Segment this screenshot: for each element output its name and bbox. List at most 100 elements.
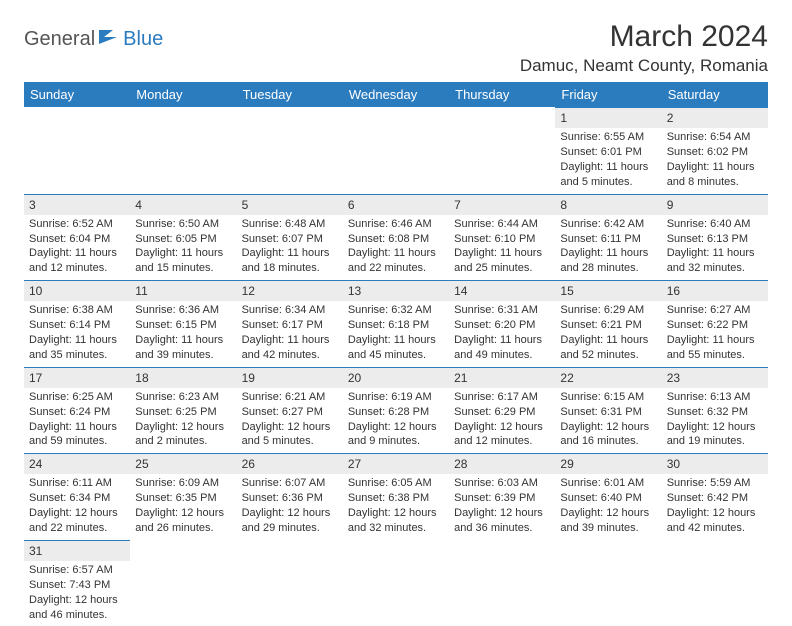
day-info-line: and 12 minutes. [29, 261, 125, 276]
day-info-line: and 8 minutes. [667, 175, 763, 190]
day-info-line: and 26 minutes. [135, 521, 231, 536]
day-info-line: Daylight: 11 hours [348, 333, 444, 348]
day-info-line: Daylight: 11 hours [667, 160, 763, 175]
day-info-line: Sunset: 6:21 PM [560, 318, 656, 333]
calendar-day-cell: 31Sunrise: 6:57 AMSunset: 7:43 PMDayligh… [24, 540, 130, 626]
month-title: March 2024 [520, 20, 768, 54]
day-number: 23 [662, 367, 768, 388]
day-info-line: Daylight: 12 hours [454, 420, 550, 435]
day-info-line: and 5 minutes. [242, 434, 338, 449]
day-content: Sunrise: 6:48 AMSunset: 6:07 PMDaylight:… [237, 215, 343, 280]
day-info-line: and 39 minutes. [560, 521, 656, 536]
calendar-day-cell [237, 540, 343, 626]
calendar-day-cell: 2Sunrise: 6:54 AMSunset: 6:02 PMDaylight… [662, 107, 768, 194]
weekday-header: Wednesday [343, 82, 449, 107]
day-number: 15 [555, 280, 661, 301]
calendar-day-cell: 22Sunrise: 6:15 AMSunset: 6:31 PMDayligh… [555, 367, 661, 454]
day-info-line: Sunrise: 6:21 AM [242, 390, 338, 405]
calendar-day-cell [237, 107, 343, 194]
day-info-line: and 19 minutes. [667, 434, 763, 449]
weekday-header: Friday [555, 82, 661, 107]
day-info-line: Daylight: 11 hours [242, 246, 338, 261]
day-info-line: Sunset: 6:31 PM [560, 405, 656, 420]
day-info-line: Sunrise: 6:17 AM [454, 390, 550, 405]
day-number: 2 [662, 107, 768, 128]
day-info-line: and 36 minutes. [454, 521, 550, 536]
day-info-line: Sunset: 6:05 PM [135, 232, 231, 247]
calendar-day-cell: 14Sunrise: 6:31 AMSunset: 6:20 PMDayligh… [449, 280, 555, 367]
calendar-day-cell: 10Sunrise: 6:38 AMSunset: 6:14 PMDayligh… [24, 280, 130, 367]
calendar-day-cell: 7Sunrise: 6:44 AMSunset: 6:10 PMDaylight… [449, 194, 555, 281]
calendar-day-cell: 17Sunrise: 6:25 AMSunset: 6:24 PMDayligh… [24, 367, 130, 454]
day-info-line: and 42 minutes. [667, 521, 763, 536]
title-block: March 2024 Damuc, Neamt County, Romania [520, 20, 768, 76]
calendar-week-row: 31Sunrise: 6:57 AMSunset: 7:43 PMDayligh… [24, 540, 768, 626]
calendar-day-cell [449, 107, 555, 194]
day-info-line: Sunset: 6:28 PM [348, 405, 444, 420]
weekday-header: Monday [130, 82, 236, 107]
day-number: 7 [449, 194, 555, 215]
day-content: Sunrise: 6:42 AMSunset: 6:11 PMDaylight:… [555, 215, 661, 280]
day-info-line: Daylight: 12 hours [29, 506, 125, 521]
day-number: 16 [662, 280, 768, 301]
calendar-day-cell: 1Sunrise: 6:55 AMSunset: 6:01 PMDaylight… [555, 107, 661, 194]
day-info-line: and 2 minutes. [135, 434, 231, 449]
day-info-line: Sunrise: 6:05 AM [348, 476, 444, 491]
day-info-line: Sunset: 6:07 PM [242, 232, 338, 247]
day-info-line: Sunrise: 6:57 AM [29, 563, 125, 578]
day-info-line: Sunrise: 6:29 AM [560, 303, 656, 318]
day-number: 12 [237, 280, 343, 301]
day-info-line: Sunset: 6:14 PM [29, 318, 125, 333]
day-info-line: Sunrise: 5:59 AM [667, 476, 763, 491]
day-number: 24 [24, 453, 130, 474]
day-info-line: Daylight: 11 hours [242, 333, 338, 348]
day-number: 25 [130, 453, 236, 474]
calendar-day-cell [130, 540, 236, 626]
day-info-line: Sunset: 6:08 PM [348, 232, 444, 247]
day-content: Sunrise: 6:55 AMSunset: 6:01 PMDaylight:… [555, 128, 661, 193]
day-content: Sunrise: 6:38 AMSunset: 6:14 PMDaylight:… [24, 301, 130, 366]
day-info-line: Daylight: 12 hours [667, 506, 763, 521]
day-info-line: Sunrise: 6:19 AM [348, 390, 444, 405]
day-info-line: Sunrise: 6:48 AM [242, 217, 338, 232]
day-content: Sunrise: 6:23 AMSunset: 6:25 PMDaylight:… [130, 388, 236, 453]
day-info-line: Daylight: 11 hours [454, 333, 550, 348]
day-info-line: and 52 minutes. [560, 348, 656, 363]
day-info-line: Sunset: 6:34 PM [29, 491, 125, 506]
day-content: Sunrise: 6:50 AMSunset: 6:05 PMDaylight:… [130, 215, 236, 280]
day-info-line: Daylight: 12 hours [560, 420, 656, 435]
day-info-line: Sunset: 6:22 PM [667, 318, 763, 333]
calendar-week-row: 24Sunrise: 6:11 AMSunset: 6:34 PMDayligh… [24, 453, 768, 540]
calendar-day-cell: 5Sunrise: 6:48 AMSunset: 6:07 PMDaylight… [237, 194, 343, 281]
day-content: Sunrise: 6:57 AMSunset: 7:43 PMDaylight:… [24, 561, 130, 626]
day-number: 10 [24, 280, 130, 301]
day-info-line: Daylight: 11 hours [348, 246, 444, 261]
day-info-line: and 16 minutes. [560, 434, 656, 449]
day-number: 30 [662, 453, 768, 474]
day-info-line: Sunset: 6:29 PM [454, 405, 550, 420]
weekday-header: Thursday [449, 82, 555, 107]
day-content: Sunrise: 6:19 AMSunset: 6:28 PMDaylight:… [343, 388, 449, 453]
day-info-line: Sunrise: 6:31 AM [454, 303, 550, 318]
day-info-line: Sunset: 6:36 PM [242, 491, 338, 506]
calendar-day-cell: 13Sunrise: 6:32 AMSunset: 6:18 PMDayligh… [343, 280, 449, 367]
calendar-day-cell: 27Sunrise: 6:05 AMSunset: 6:38 PMDayligh… [343, 453, 449, 540]
day-info-line: Sunset: 6:20 PM [454, 318, 550, 333]
weekday-header: Tuesday [237, 82, 343, 107]
day-info-line: Sunrise: 6:27 AM [667, 303, 763, 318]
day-info-line: Sunset: 6:40 PM [560, 491, 656, 506]
day-info-line: Daylight: 11 hours [560, 246, 656, 261]
day-content: Sunrise: 6:15 AMSunset: 6:31 PMDaylight:… [555, 388, 661, 453]
day-info-line: Sunrise: 6:25 AM [29, 390, 125, 405]
calendar-day-cell: 8Sunrise: 6:42 AMSunset: 6:11 PMDaylight… [555, 194, 661, 281]
day-info-line: Sunset: 6:10 PM [454, 232, 550, 247]
day-info-line: and 25 minutes. [454, 261, 550, 276]
day-info-line: Sunset: 6:25 PM [135, 405, 231, 420]
calendar-day-cell: 21Sunrise: 6:17 AMSunset: 6:29 PMDayligh… [449, 367, 555, 454]
weekday-header-row: SundayMondayTuesdayWednesdayThursdayFrid… [24, 82, 768, 107]
day-info-line: Sunset: 6:38 PM [348, 491, 444, 506]
calendar-day-cell: 19Sunrise: 6:21 AMSunset: 6:27 PMDayligh… [237, 367, 343, 454]
logo: General Blue [24, 28, 163, 51]
day-info-line: Sunrise: 6:01 AM [560, 476, 656, 491]
calendar-table: SundayMondayTuesdayWednesdayThursdayFrid… [24, 82, 768, 626]
